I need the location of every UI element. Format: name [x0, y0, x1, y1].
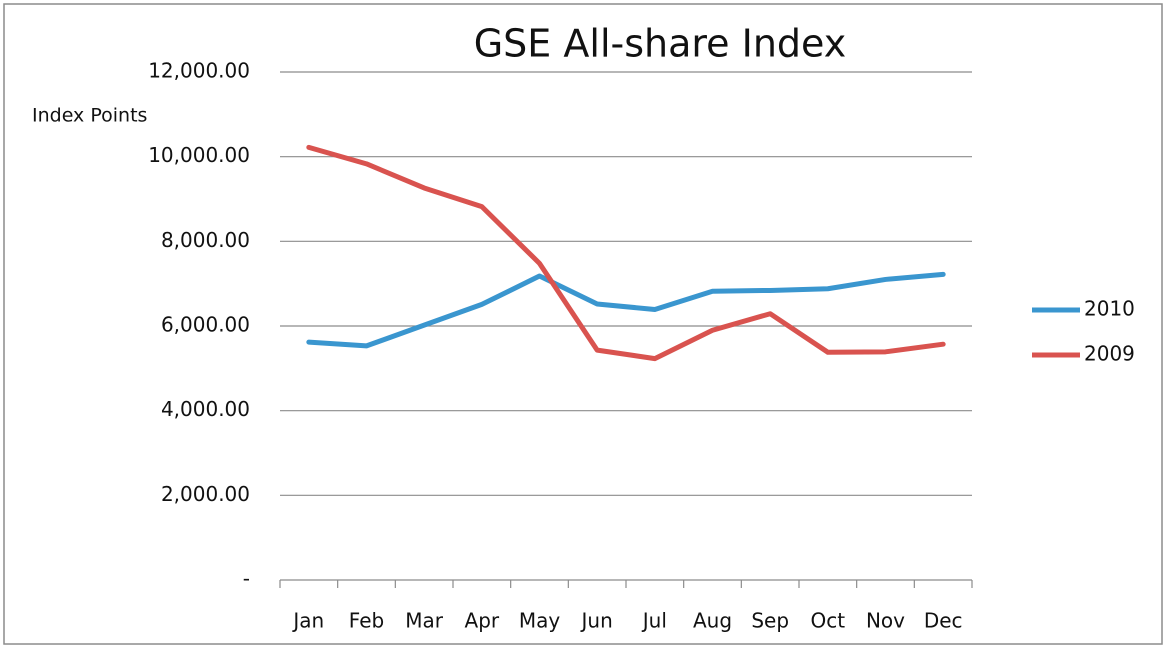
- x-tick-label: May: [519, 609, 561, 633]
- legend-label: 2009: [1084, 342, 1135, 366]
- y-tick-label: 10,000.00: [148, 143, 250, 167]
- y-tick-label: 6,000.00: [161, 313, 250, 337]
- x-tick-label: Dec: [924, 609, 963, 633]
- line-series: [306, 271, 946, 349]
- y-tick-label: 8,000.00: [161, 228, 250, 252]
- legend-label: 2010: [1084, 297, 1135, 321]
- x-tick-label: Oct: [811, 609, 846, 633]
- x-tick-label: Mar: [405, 609, 444, 633]
- y-tick-label: -: [243, 567, 250, 591]
- x-tick-label: Feb: [349, 609, 384, 633]
- x-tick-label: Nov: [866, 609, 905, 633]
- line-series: [306, 144, 946, 362]
- y-tick-label: 4,000.00: [161, 397, 250, 421]
- x-tick-label: Apr: [465, 609, 500, 633]
- y-tick-label: 12,000.00: [148, 59, 250, 83]
- x-tick-label: Jul: [641, 609, 667, 633]
- y-axis-label: Index Points: [32, 105, 147, 127]
- x-tick-label: Aug: [693, 609, 732, 633]
- chart-frame: [3, 3, 1163, 645]
- x-tick-label: Jun: [580, 609, 613, 633]
- chart-title: GSE All-share Index: [474, 22, 847, 66]
- x-tick-label: Sep: [751, 609, 789, 633]
- y-tick-label: 2,000.00: [161, 482, 250, 506]
- x-tick-label: Jan: [291, 609, 324, 633]
